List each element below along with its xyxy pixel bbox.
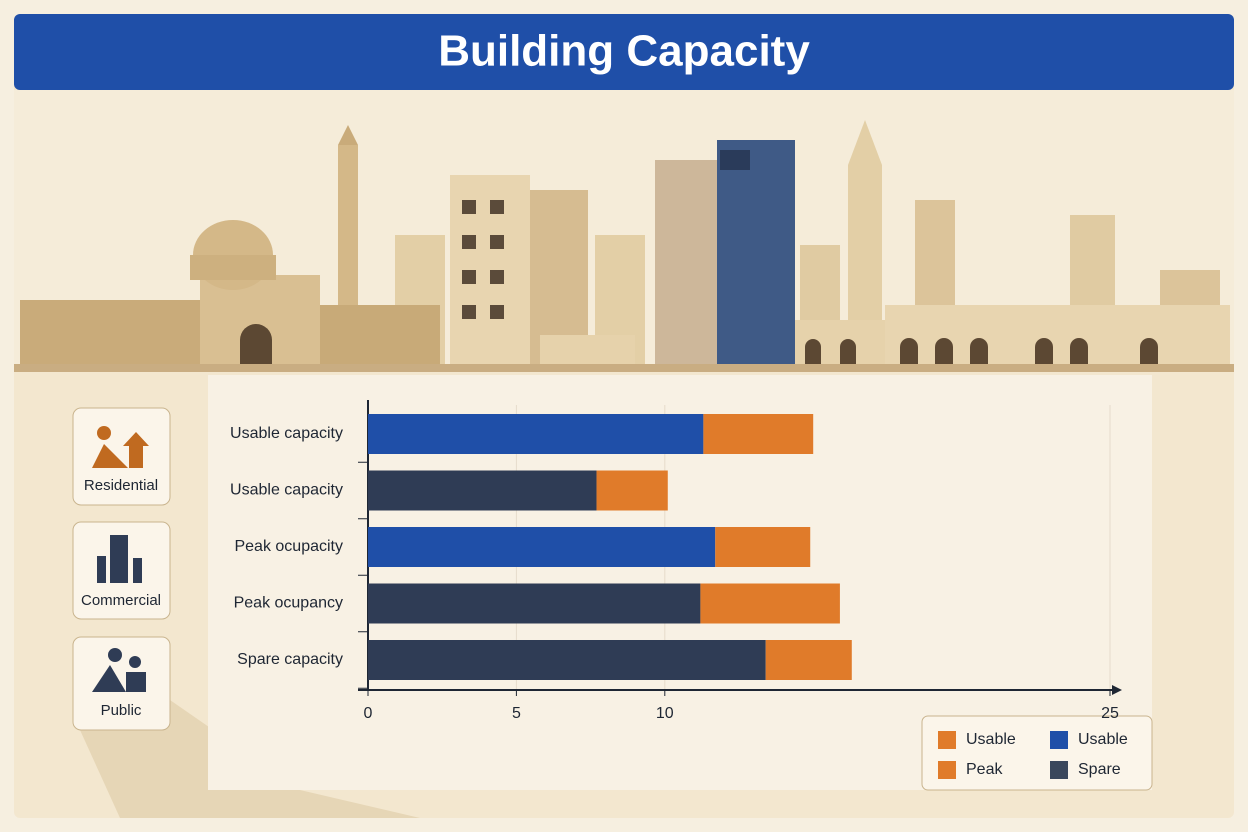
legend-swatch	[938, 731, 956, 749]
x-tick-label: 5	[512, 705, 521, 722]
bar-segment	[368, 640, 766, 680]
bar-segment	[765, 640, 852, 680]
bar-segment	[368, 527, 716, 567]
card-label: Public	[101, 702, 142, 719]
title: Building Capacity	[438, 27, 810, 76]
y-tick-label: Usable capacity	[230, 482, 343, 499]
axis-arrow	[1112, 685, 1122, 695]
legend-label: Usable	[1078, 731, 1128, 748]
legend-swatch	[1050, 761, 1068, 779]
bar-segment	[368, 470, 597, 511]
bar-segment	[596, 470, 668, 511]
skyline	[14, 120, 1234, 372]
y-tick-label: Peak ocupacity	[234, 538, 343, 555]
card-label: Commercial	[81, 592, 161, 609]
x-tick-label: 25	[1101, 705, 1119, 722]
bar-segment	[715, 527, 811, 567]
header	[14, 14, 1234, 90]
y-tick-label: Spare capacity	[237, 651, 343, 668]
y-tick-label: Usable capacity	[230, 425, 343, 442]
bar-segment	[368, 414, 704, 454]
bar-segment	[703, 414, 814, 454]
legend-box	[921, 715, 1153, 791]
x-tick-label: 0	[364, 705, 373, 722]
legend-swatch	[938, 761, 956, 779]
legend-label: Peak	[966, 761, 1003, 778]
bar-segment	[700, 583, 840, 624]
x-tick-label: 10	[656, 705, 674, 722]
card-label: Residential	[84, 477, 158, 494]
cards	[72, 407, 171, 731]
legend-label: Spare	[1078, 761, 1121, 778]
legend-label: Usable	[966, 731, 1016, 748]
bar-segment	[368, 583, 701, 624]
legend-swatch	[1050, 731, 1068, 749]
y-tick-label: Peak ocupancy	[234, 595, 343, 612]
